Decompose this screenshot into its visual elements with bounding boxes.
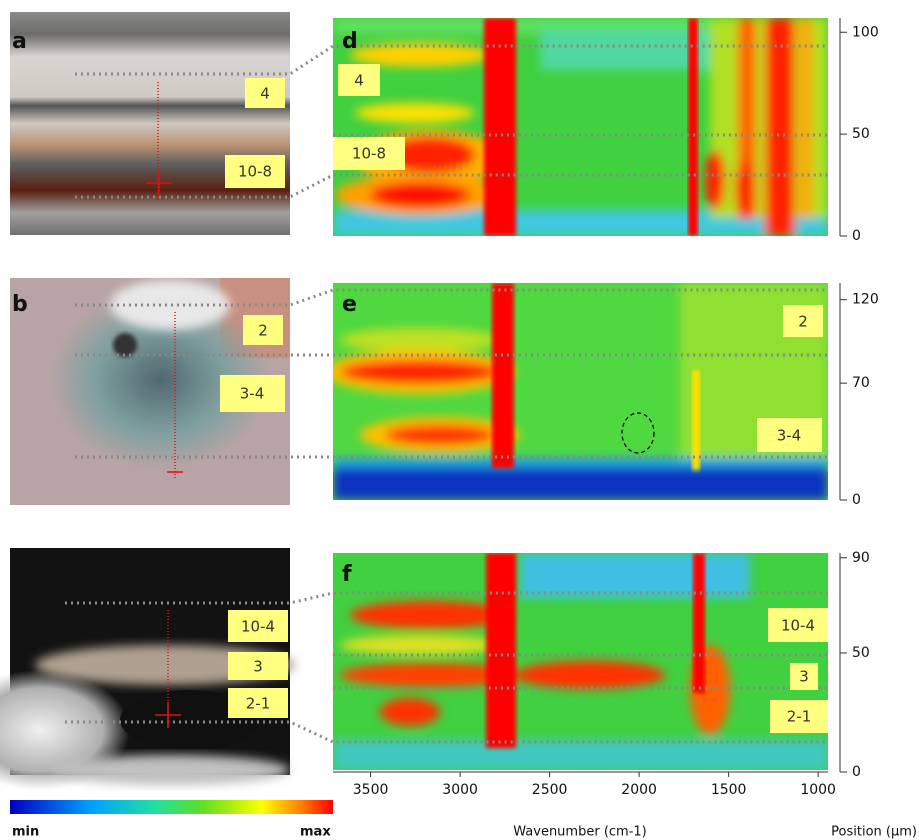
x-tick-label: 2000 [621, 782, 657, 798]
layer-label: 2-1 [246, 695, 271, 713]
heatmap-e [325, 283, 828, 500]
y-axis-title: Position (µm) [831, 825, 917, 840]
layer-label: 2-1 [787, 708, 812, 726]
y-tick-label: 70 [852, 375, 870, 391]
y-tick-label: 0 [852, 764, 861, 780]
decor [333, 458, 828, 468]
layer-label: 3-4 [777, 427, 802, 445]
layer-label: 3 [253, 658, 263, 676]
decor [705, 150, 725, 210]
y-tick-label: 90 [852, 550, 870, 566]
layer-label: 10-4 [241, 618, 275, 636]
y-tick-label: 50 [852, 126, 870, 142]
panel-letter: c [12, 562, 25, 587]
decor [355, 103, 475, 123]
decor [693, 553, 705, 693]
decor [692, 370, 700, 470]
layer-label: 10-4 [781, 617, 815, 635]
panel-letter: f [342, 562, 352, 587]
decor [492, 283, 514, 468]
decor [800, 18, 812, 218]
decor [10, 12, 290, 235]
panel-letter: e [342, 292, 357, 317]
decor [515, 661, 665, 689]
x-tick-label: 3500 [353, 782, 389, 798]
decor [688, 18, 698, 236]
colorbar-max: max [300, 825, 331, 840]
decor [113, 333, 137, 357]
layer-label: 4 [260, 85, 270, 103]
y-tick-label: 0 [852, 492, 861, 508]
y-tick-label: 100 [852, 24, 879, 40]
decor [735, 160, 755, 220]
layer-label: 2 [258, 322, 268, 340]
colorbar [10, 800, 333, 814]
layer-label: 4 [354, 72, 364, 90]
decor [370, 182, 470, 208]
panel-letter: d [342, 29, 358, 54]
heatmap-f [333, 553, 828, 770]
decor [765, 18, 795, 236]
decor [340, 635, 500, 655]
decor [333, 466, 828, 500]
decor [110, 280, 230, 330]
layer-label: 2 [798, 313, 808, 331]
x-tick-label: 2500 [532, 782, 568, 798]
heatmap-d [333, 18, 828, 236]
photo-a [10, 12, 290, 235]
decor [340, 328, 500, 352]
decor [385, 425, 495, 445]
decor [380, 698, 440, 726]
y-tick-label: 50 [852, 645, 870, 661]
decor [486, 553, 516, 748]
y-tick-label: 0 [852, 228, 861, 244]
figure: a b c d e f 4 10-8 2 3-4 10-4 3 2-1 4 10… [0, 0, 919, 840]
decor [340, 360, 500, 384]
colorbar-min: min [12, 825, 39, 840]
x-tick-label: 1000 [800, 782, 836, 798]
decor [50, 755, 290, 785]
x-tick-label: 3000 [442, 782, 478, 798]
decor [520, 553, 750, 598]
decor [484, 18, 516, 236]
layer-label: 10-8 [238, 163, 272, 181]
panel-letter: a [12, 29, 27, 54]
decor [333, 740, 828, 770]
panel-letter: b [12, 292, 28, 317]
x-axis-title: Wavenumber (cm-1) [513, 825, 646, 840]
layer-label: 3 [799, 668, 809, 686]
x-tick-label: 1500 [711, 782, 747, 798]
y-tick-label: 120 [852, 292, 879, 308]
layer-label: 3-4 [240, 385, 265, 403]
layer-label: 10-8 [352, 145, 386, 163]
